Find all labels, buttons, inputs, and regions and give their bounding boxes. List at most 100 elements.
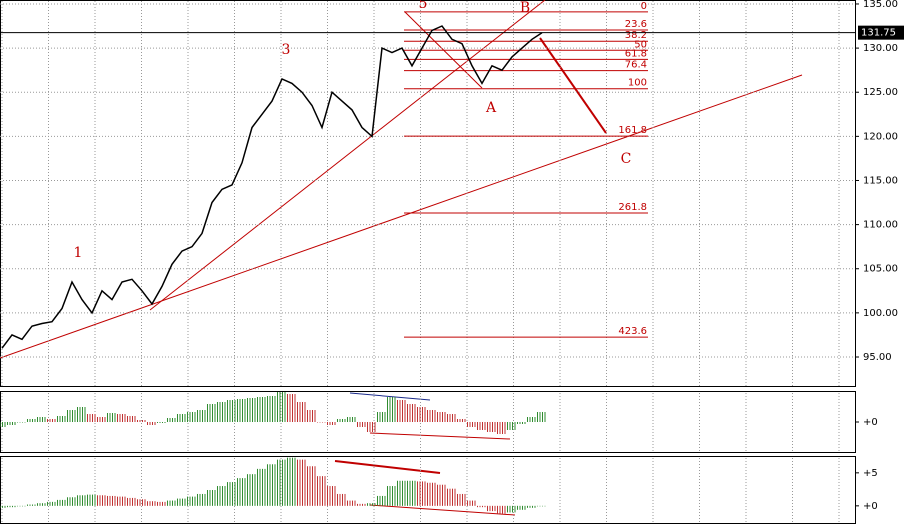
wave-label: 1 xyxy=(74,245,83,261)
histogram-bar xyxy=(512,422,513,430)
histogram-bar xyxy=(47,501,48,506)
histogram-bar xyxy=(74,410,76,422)
histogram-bar xyxy=(92,494,93,506)
histogram-bar xyxy=(352,417,353,422)
histogram-bar xyxy=(352,500,353,506)
histogram-bar xyxy=(494,422,496,432)
histogram-bar xyxy=(544,505,546,507)
histogram-bar xyxy=(132,497,133,506)
histogram-bar xyxy=(394,486,396,506)
histogram-bar xyxy=(484,505,486,508)
histogram-bar xyxy=(192,496,193,506)
histogram-bar xyxy=(159,501,161,506)
fib-label: 50 xyxy=(634,39,647,50)
histogram-bar xyxy=(459,493,461,506)
histogram-bar xyxy=(467,500,468,506)
histogram-bar xyxy=(544,412,546,422)
histogram-bar xyxy=(497,422,498,434)
wave-label: 5 xyxy=(419,0,428,12)
histogram-bar xyxy=(482,505,483,508)
histogram-bar xyxy=(252,474,253,506)
y-tick-label: 125.00 xyxy=(863,87,898,98)
histogram-bar xyxy=(419,481,421,506)
histogram-bar xyxy=(522,422,523,424)
histogram-bar xyxy=(114,413,116,422)
histogram-bar xyxy=(79,407,81,422)
histogram-bar xyxy=(162,501,163,506)
histogram-bar xyxy=(487,505,488,512)
histogram-bar xyxy=(249,474,251,506)
histogram-bar xyxy=(492,422,493,432)
histogram-bar xyxy=(117,496,118,506)
histogram-bar xyxy=(227,400,228,422)
y-tick-label: 110.00 xyxy=(863,220,898,231)
histogram-bar xyxy=(307,410,308,422)
histogram-bar xyxy=(399,480,401,506)
histogram-bar xyxy=(59,416,61,422)
histogram-bar xyxy=(527,417,528,422)
histogram-bar xyxy=(182,414,183,422)
last-price-box xyxy=(858,25,904,40)
histogram-bar xyxy=(39,503,41,506)
histogram-bar xyxy=(289,457,291,506)
histogram-bar xyxy=(282,459,283,506)
histogram-bar xyxy=(462,493,463,506)
histogram-bar xyxy=(189,496,191,506)
histogram-bar xyxy=(67,410,68,422)
histogram-bar xyxy=(89,414,91,422)
histogram-bar xyxy=(307,466,308,506)
histogram-bar xyxy=(542,412,543,422)
histogram-bar xyxy=(274,464,276,506)
histogram-bar xyxy=(469,422,471,427)
histogram-bar xyxy=(504,422,506,434)
histogram-bar xyxy=(24,422,26,423)
histogram-bar xyxy=(364,503,366,506)
histogram-bar xyxy=(297,459,298,506)
histogram-bar xyxy=(364,422,366,427)
histogram-bar xyxy=(282,392,283,422)
histogram-bar xyxy=(417,481,418,506)
histogram-bar xyxy=(239,399,241,422)
histogram-bar xyxy=(54,501,56,506)
histogram-bar xyxy=(62,416,63,422)
histogram-bar xyxy=(437,412,438,422)
histogram-bar xyxy=(349,500,351,506)
histogram-bar xyxy=(67,497,68,506)
histogram-bar xyxy=(502,505,503,514)
histogram-bar xyxy=(379,495,381,506)
histogram-bar xyxy=(429,482,431,506)
trendline xyxy=(0,74,803,359)
histogram-bar xyxy=(32,504,33,506)
histogram-bar xyxy=(329,422,331,425)
y-tick-label: +0 xyxy=(863,417,878,428)
histogram-bar xyxy=(109,413,111,422)
histogram-bar xyxy=(169,500,171,506)
histogram-bar xyxy=(314,466,316,506)
histogram-bar xyxy=(322,476,323,506)
histogram-bar xyxy=(334,422,336,425)
fib-label: 423.6 xyxy=(618,326,647,337)
histogram-bar xyxy=(522,505,523,510)
histogram-bar xyxy=(27,504,28,506)
histogram-bar xyxy=(474,500,476,506)
histogram-bar xyxy=(242,478,243,506)
histogram-bar xyxy=(259,468,261,506)
histogram-bar xyxy=(262,397,263,422)
histogram-bar xyxy=(254,398,256,422)
histogram-bar xyxy=(277,392,278,422)
histogram-bar xyxy=(79,495,81,506)
histogram-bar xyxy=(77,407,78,422)
y-tick-label: 135.00 xyxy=(863,0,898,10)
fib-label: 261.8 xyxy=(618,202,647,213)
histogram-bar xyxy=(339,419,341,422)
histogram-bar xyxy=(129,416,131,422)
histogram-bar xyxy=(9,422,11,425)
histogram-bar xyxy=(302,459,303,506)
histogram-bar xyxy=(227,482,228,506)
histogram-bar xyxy=(94,494,96,506)
histogram-bar xyxy=(99,495,101,506)
histogram-bar xyxy=(387,486,388,506)
histogram-bar xyxy=(512,505,513,513)
histogram-bar xyxy=(104,495,106,506)
histogram-bar xyxy=(144,420,146,422)
